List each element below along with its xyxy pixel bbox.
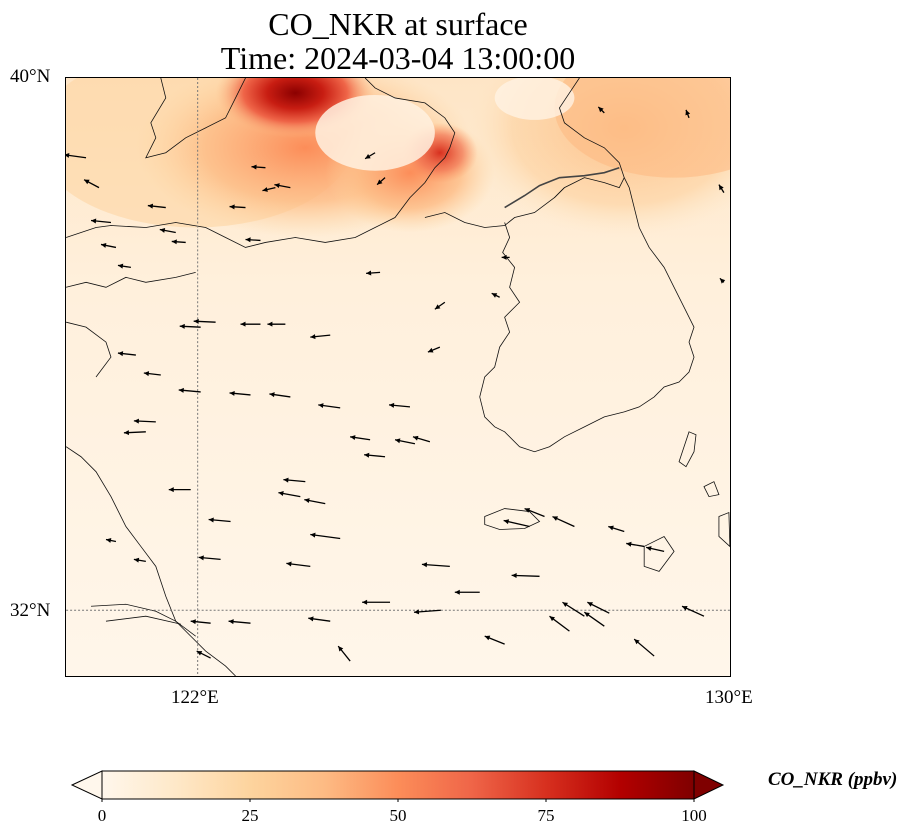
wind-vector [310, 533, 341, 540]
wind-vector-head [634, 639, 640, 645]
wind-vector-head [133, 557, 140, 563]
colorbar-title: CO_NKR (ppbv) [768, 769, 898, 790]
wind-vector-head [434, 304, 441, 310]
wind-vector-head [682, 606, 688, 611]
wind-vector-head [484, 635, 491, 641]
wind-vector-head [524, 508, 531, 513]
wind-vector-head [196, 651, 203, 656]
lon-label-130e: 130°E [705, 687, 753, 708]
wind-vector-head [366, 270, 372, 276]
wind-vector-head [198, 555, 204, 561]
colorbar-tick-50: 50 [389, 806, 407, 825]
map-title-line-1: CO_NKR at surface [268, 6, 528, 42]
wind-vector-head [168, 487, 174, 493]
wind-vector-head [421, 562, 428, 568]
wind-vector-head [365, 154, 371, 159]
lon-label-122e: 122°E [171, 687, 219, 708]
wind-vector-head [718, 184, 724, 191]
wind-vector-head [562, 602, 568, 608]
colorbar-tick-25: 25 [241, 806, 259, 825]
wind-vector-head [318, 403, 324, 409]
wind-vector-head [190, 619, 196, 625]
lat-label-40n: 40°N [10, 66, 51, 87]
wind-vector-head [245, 237, 251, 243]
wind-vector-head [412, 435, 419, 441]
wind-vector-head [159, 227, 166, 233]
wind-vector-head [719, 278, 726, 284]
wind-vector-head [240, 321, 246, 327]
wind-vector-head [552, 516, 559, 521]
colorbar-extend-max [693, 770, 725, 800]
wind-vector-head [338, 646, 344, 652]
wind-vector-head [584, 612, 590, 618]
wind-vector-head [251, 164, 257, 170]
wind-vector-head [269, 392, 275, 398]
colorbar-tick-100: 100 [681, 806, 707, 825]
wind-vector-head [208, 517, 214, 523]
wind-vector-head [123, 430, 130, 436]
wind-vector-head [91, 218, 97, 224]
wind-vector-head [278, 491, 284, 496]
wind-vector-head [395, 438, 401, 444]
wind-vector-head [229, 390, 235, 396]
colorbar-extend-min [70, 770, 103, 800]
wind-vector-head [283, 477, 289, 483]
wind-vector-head [117, 263, 124, 269]
map-title-line-2: Time: 2024-03-04 13:00:00 [220, 40, 576, 76]
wind-vector-head [549, 616, 555, 622]
colorbar-tick-0: 0 [97, 806, 107, 825]
wind-vector-head [262, 187, 268, 192]
wind-vector-head [308, 616, 314, 622]
wind-vector-head [117, 351, 124, 357]
wind-vector-head [685, 109, 691, 116]
wind-vector-head [608, 525, 614, 531]
wind-vector-head [427, 347, 434, 353]
wind-vector-head [491, 293, 498, 298]
wind-vector-head [310, 334, 316, 340]
map-panel [65, 77, 731, 677]
wind-vector-head [171, 239, 177, 245]
wind-vector-head [377, 179, 383, 185]
wind-vector-head [503, 519, 510, 525]
wind-vector-head [228, 619, 234, 625]
wind-vector-head [350, 435, 356, 441]
wind-vector-head [178, 387, 184, 393]
wind-vector-head [147, 203, 154, 209]
wind-vector-head [501, 254, 507, 260]
wind-vector-head [304, 498, 310, 503]
wind-vector-head [454, 589, 460, 595]
wind-vector-head [100, 242, 107, 248]
map-canvas [66, 78, 730, 676]
wind-vector-head [267, 321, 273, 327]
coastlines [66, 78, 730, 676]
wind-vector-head [646, 546, 652, 551]
wind-vector-head [598, 106, 604, 113]
wind-vector-head [105, 537, 112, 543]
wind-vectors [66, 106, 726, 662]
wind-vector-head [84, 179, 90, 185]
wind-vector-head [193, 318, 199, 324]
wind-vector-head [413, 609, 420, 615]
wind-vector-head [511, 573, 517, 579]
wind-vector-head [179, 323, 185, 329]
colorbar-gradient [101, 770, 695, 800]
wind-vector-head [310, 532, 316, 538]
wind-vector-head [389, 402, 395, 408]
concentration-field [66, 78, 730, 676]
wind-vector-head [362, 599, 368, 605]
wind-vector-head [229, 204, 235, 210]
lat-label-32n: 32°N [10, 600, 51, 621]
wind-vector-head [274, 183, 280, 189]
wind-vector-head [587, 602, 593, 607]
wind-vector-head [626, 541, 632, 547]
wind-vector-head [66, 152, 70, 158]
colorbar [70, 770, 725, 802]
wind-vector-head [364, 452, 370, 458]
wind-vector-head [286, 561, 292, 567]
wind-vector-head [133, 418, 139, 424]
wind-vector-head [143, 371, 150, 377]
colorbar-tick-75: 75 [537, 806, 555, 825]
